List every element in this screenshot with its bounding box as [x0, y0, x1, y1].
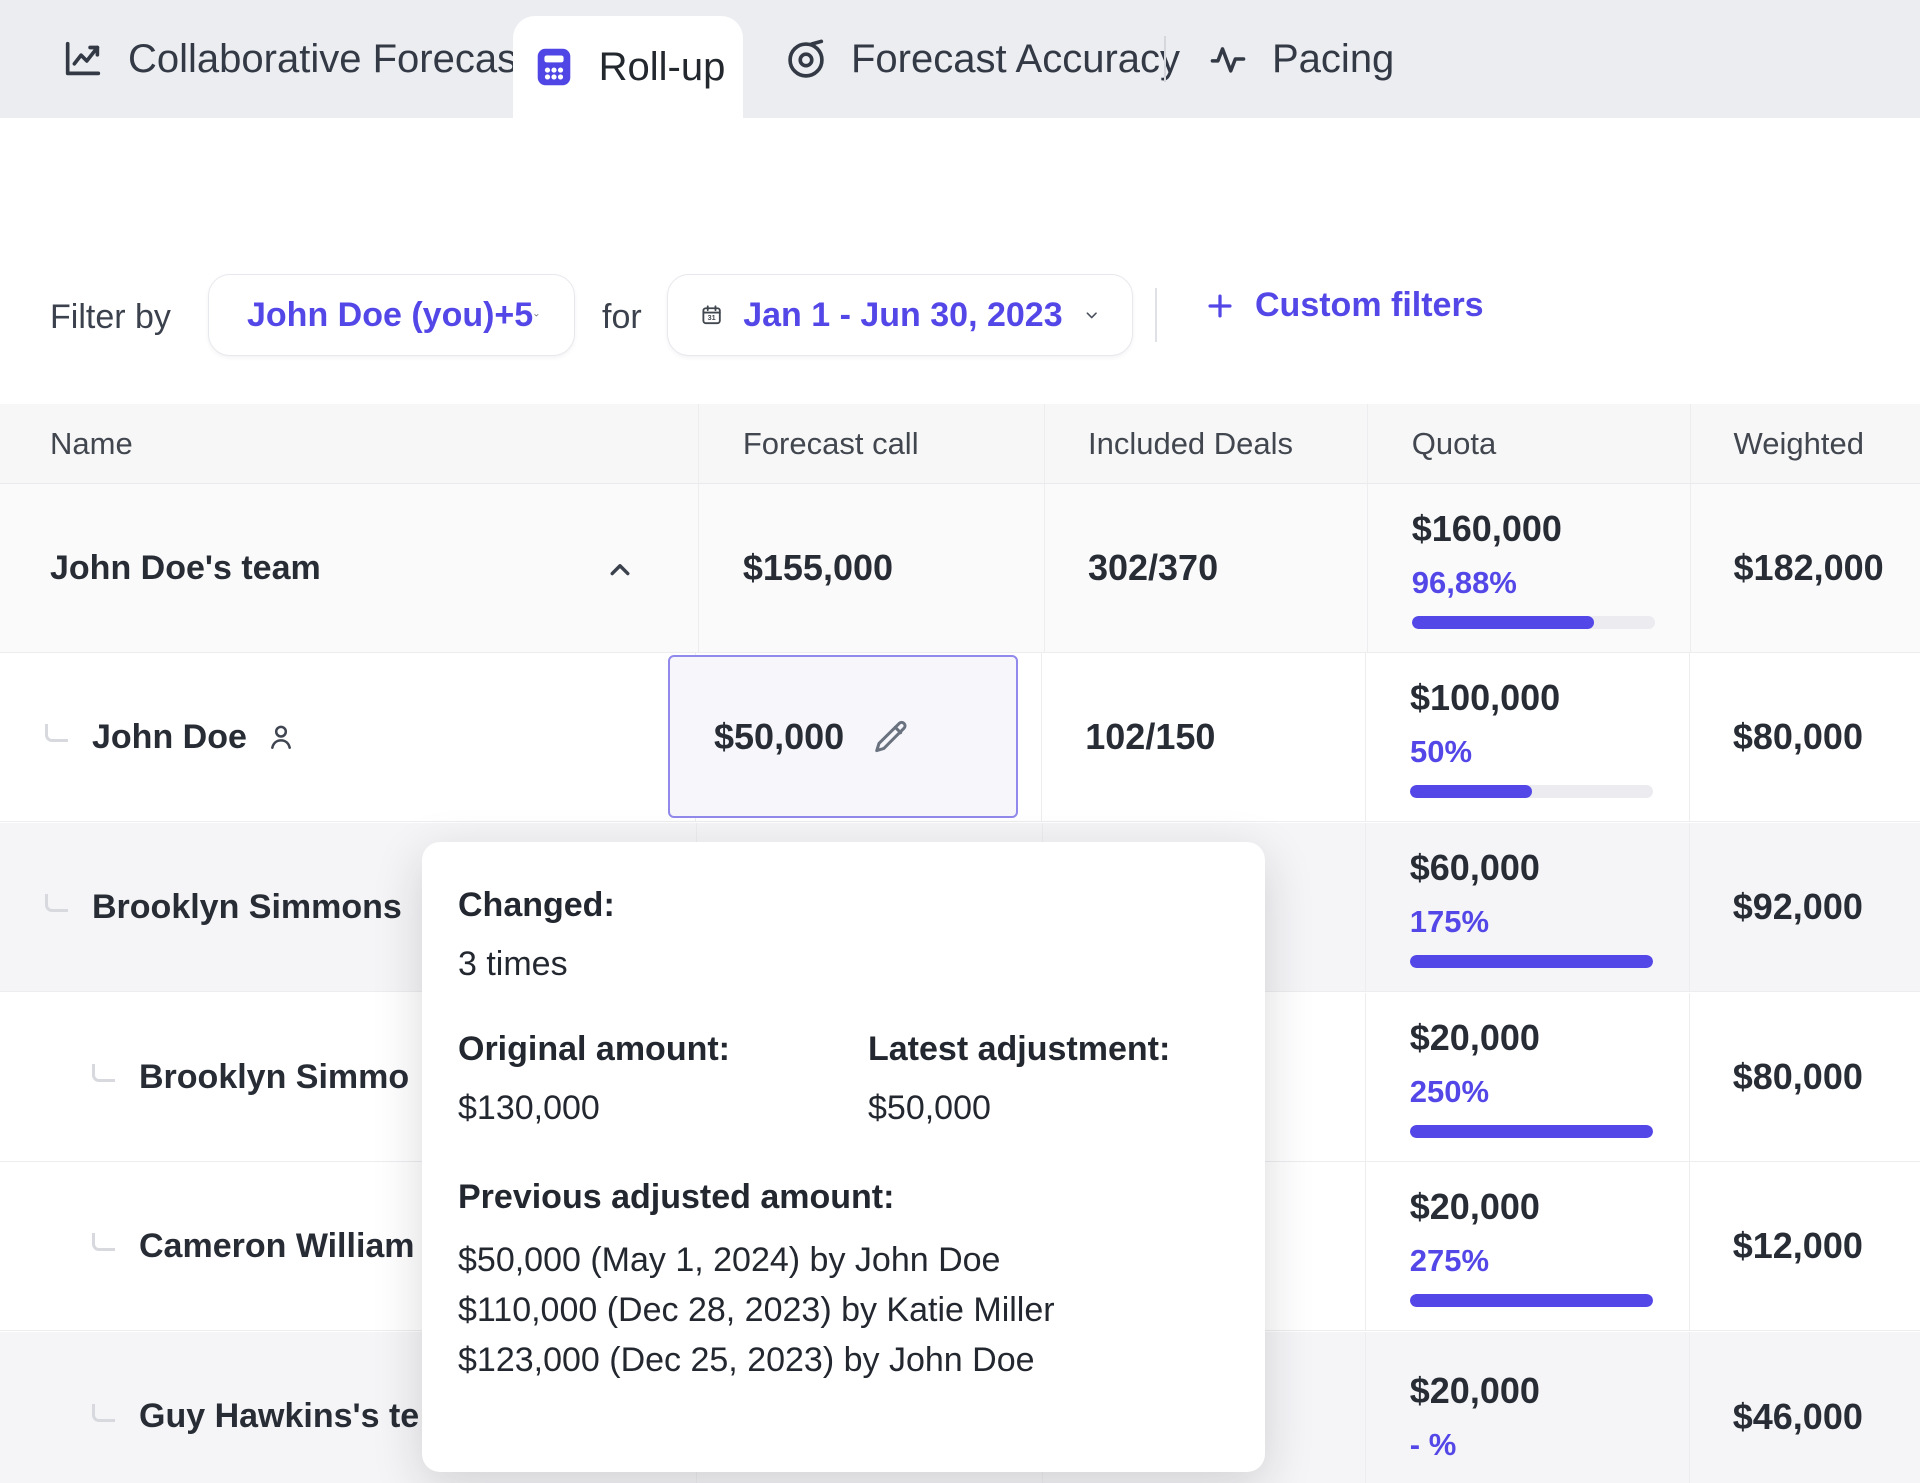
quota-progress-bar: [1410, 1294, 1653, 1307]
weighted-value: $80,000: [1733, 716, 1863, 758]
target-icon: [783, 36, 829, 82]
table-header: Name Forecast call Included Deals Quota …: [0, 404, 1920, 484]
column-header-name: Name: [0, 404, 698, 483]
tab-divider: [1164, 36, 1166, 82]
tree-indent-icon: [92, 1233, 115, 1251]
weighted-value: $12,000: [1733, 1225, 1863, 1267]
changed-value: 3 times: [458, 945, 1229, 984]
quota-value: $20,000: [1410, 1186, 1689, 1228]
tab-roll-up[interactable]: Roll-up: [513, 16, 743, 118]
previous-adjusted-label: Previous adjusted amount:: [458, 1178, 1229, 1217]
tab-label: Forecast Accuracy: [851, 37, 1180, 82]
selected-forecast-call-cell[interactable]: $50,000: [668, 655, 1018, 818]
row-name: Guy Hawkins's te: [139, 1397, 419, 1436]
original-amount-label: Original amount:: [458, 1030, 868, 1069]
included-deals-value: 302/370: [1088, 547, 1218, 589]
weighted-value: $92,000: [1733, 886, 1863, 928]
quota-progress-fill: [1410, 1125, 1653, 1138]
quota-progress-bar: [1410, 955, 1653, 968]
collapse-team-button[interactable]: [603, 553, 637, 587]
tab-label: Collaborative Forecast: [128, 37, 528, 82]
sub-tab-bar: New logo Renewals: [0, 118, 1920, 232]
calendar-icon: 31: [700, 295, 723, 335]
attainment-percent: 275%: [1410, 1243, 1689, 1279]
roll-up-page: Collaborative Forecast Roll-up Forecast …: [0, 0, 1920, 1483]
row-name: John Doe's team: [50, 549, 321, 588]
row-name: John Doe: [92, 718, 247, 757]
owner-filter-dropdown[interactable]: John Doe (you)+5: [208, 274, 575, 356]
tree-indent-icon: [45, 894, 68, 912]
quota-progress-fill: [1410, 955, 1653, 968]
original-amount-value: $130,000: [458, 1089, 868, 1128]
plus-icon: [1203, 289, 1237, 323]
weighted-value: $46,000: [1733, 1396, 1863, 1438]
adjustment-history-entry: $123,000 (Dec 25, 2023) by John Doe: [458, 1335, 1229, 1385]
quota-value: $100,000: [1410, 677, 1689, 719]
quota-value: $20,000: [1410, 1017, 1689, 1059]
latest-adjustment-value: $50,000: [868, 1089, 1229, 1128]
column-header-weighted: Weighted: [1690, 404, 1920, 483]
date-range-dropdown[interactable]: 31 Jan 1 - Jun 30, 2023: [667, 274, 1133, 356]
tree-indent-icon: [92, 1404, 115, 1422]
attainment-percent: - %: [1410, 1427, 1689, 1463]
forecast-change-tooltip: Changed: 3 times Original amount: $130,0…: [422, 842, 1265, 1472]
tab-label: Roll-up: [599, 45, 726, 90]
tab-label: Pacing: [1272, 37, 1394, 82]
row-name: Cameron William: [139, 1227, 415, 1266]
calculator-icon: [531, 44, 577, 90]
weighted-value: $80,000: [1733, 1056, 1863, 1098]
weighted-value: $182,000: [1734, 547, 1884, 589]
column-header-forecast-call: Forecast call: [698, 404, 1044, 483]
for-label: for: [602, 298, 642, 337]
person-icon: [265, 721, 297, 753]
tab-collaborative-forecast[interactable]: Collaborative Forecast: [60, 0, 528, 118]
quota-progress-fill: [1412, 616, 1594, 629]
column-header-quota: Quota: [1367, 404, 1690, 483]
custom-filters-button[interactable]: Custom filters: [1203, 286, 1484, 325]
attainment-percent: 250%: [1410, 1074, 1689, 1110]
table-row-john-does-team[interactable]: John Doe's team $155,000 302/370 $160,00…: [0, 484, 1920, 653]
column-header-included-deals: Included Deals: [1044, 404, 1367, 483]
filter-by-label: Filter by: [50, 298, 171, 337]
forecast-call-value: $50,000: [670, 716, 844, 758]
filter-divider: [1155, 288, 1157, 342]
quota-value: $20,000: [1410, 1370, 1689, 1412]
tree-indent-icon: [45, 724, 68, 742]
quota-progress-bar: [1412, 616, 1655, 629]
attainment-percent: 50%: [1410, 734, 1689, 770]
quota-progress-bar: [1410, 1125, 1653, 1138]
line-chart-icon: [60, 36, 106, 82]
custom-filters-label: Custom filters: [1255, 286, 1484, 325]
edit-pencil-icon[interactable]: [872, 718, 910, 756]
chevron-down-icon: [1083, 300, 1100, 330]
row-name: Brooklyn Simmons: [92, 888, 402, 927]
adjustment-history-entry: $50,000 (May 1, 2024) by John Doe: [458, 1235, 1229, 1285]
tab-pacing[interactable]: Pacing: [1206, 0, 1394, 118]
forecast-call-value: $155,000: [743, 547, 893, 589]
table-row-john-doe[interactable]: John Doe $50,000 102/150 $100,000 50%: [0, 653, 1920, 822]
attainment-percent: 96,88%: [1412, 565, 1690, 601]
quota-value: $160,000: [1412, 508, 1690, 550]
chevron-up-icon: [603, 553, 637, 587]
attainment-percent: 175%: [1410, 904, 1689, 940]
svg-text:31: 31: [708, 313, 716, 322]
tab-forecast-accuracy[interactable]: Forecast Accuracy: [783, 0, 1180, 118]
quota-progress-bar: [1410, 785, 1653, 798]
quota-progress-fill: [1410, 1294, 1653, 1307]
quota-value: $60,000: [1410, 847, 1689, 889]
filter-bar: Filter by John Doe (you)+5 for 31 Jan 1 …: [0, 231, 1920, 404]
owner-filter-value: John Doe (you)+5: [247, 296, 533, 335]
date-range-value: Jan 1 - Jun 30, 2023: [743, 296, 1062, 335]
latest-adjustment-label: Latest adjustment:: [868, 1030, 1229, 1069]
pulse-icon: [1206, 37, 1250, 81]
changed-label: Changed:: [458, 886, 1229, 925]
quota-progress-fill: [1410, 785, 1532, 798]
chevron-down-icon: [533, 300, 540, 330]
adjustment-history-entry: $110,000 (Dec 28, 2023) by Katie Miller: [458, 1285, 1229, 1335]
tree-indent-icon: [92, 1064, 115, 1082]
row-name: Brooklyn Simmo: [139, 1058, 409, 1097]
top-tab-bar: Collaborative Forecast Roll-up Forecast …: [0, 0, 1920, 118]
included-deals-value: 102/150: [1085, 716, 1215, 758]
